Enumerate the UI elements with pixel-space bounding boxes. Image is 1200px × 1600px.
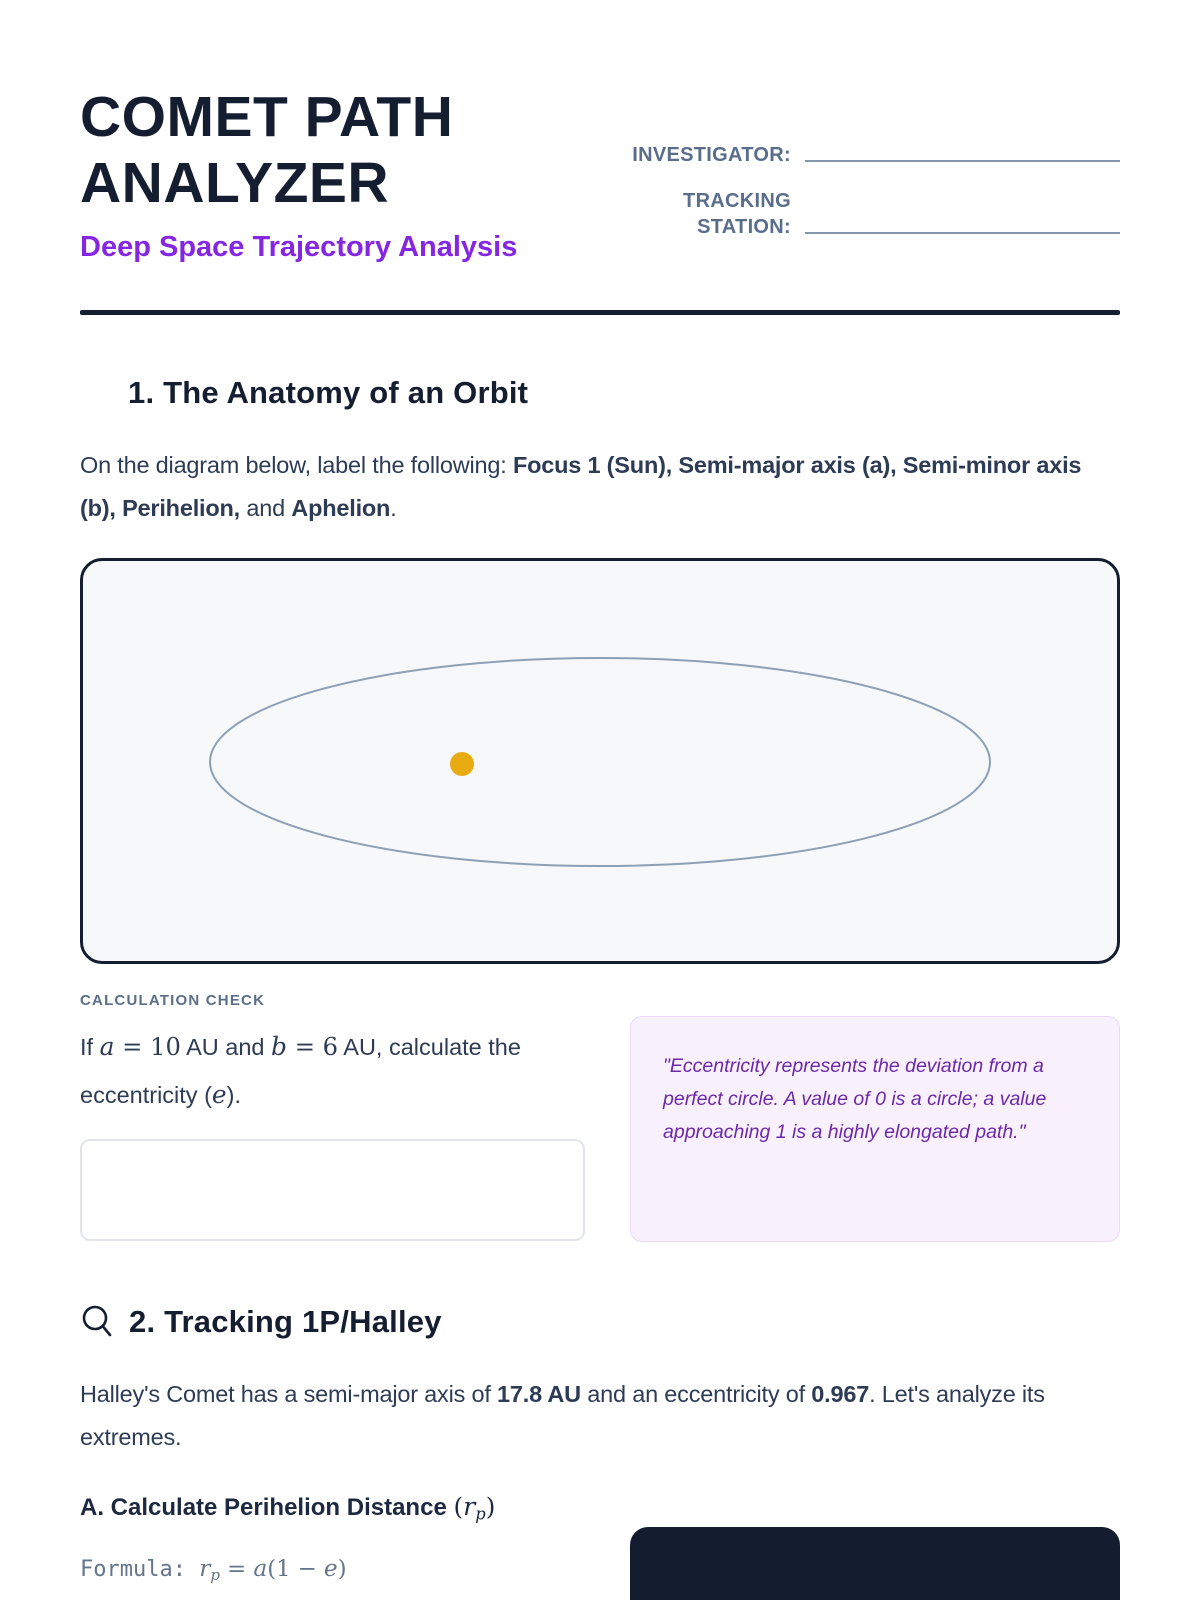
text-segment: e bbox=[211, 1080, 227, 1109]
text-segment: a bbox=[253, 1554, 268, 1582]
tracking-station-blank-line[interactable] bbox=[805, 232, 1120, 234]
eccentricity-note-text: "Eccentricity represents the deviation f… bbox=[663, 1055, 1047, 1143]
page-title: COMET PATH ANALYZER bbox=[80, 84, 605, 216]
text-segment: Aphelion bbox=[291, 495, 391, 521]
section1-intro: On the diagram below, label the followin… bbox=[80, 444, 1120, 530]
text-segment: ). bbox=[226, 1082, 241, 1108]
text-segment: r bbox=[199, 1554, 211, 1582]
text-segment: AU, calculate the eccentricity ( bbox=[80, 1034, 521, 1108]
part-a-row: A. Calculate Perihelion Distance (rp) Fo… bbox=[80, 1491, 1120, 1600]
text-segment: e bbox=[323, 1554, 338, 1582]
investigator-blank-line[interactable] bbox=[805, 160, 1120, 162]
investigator-label: INVESTIGATOR: bbox=[632, 144, 791, 166]
eccentricity-answer-box[interactable] bbox=[80, 1139, 585, 1241]
text-segment: = bbox=[114, 1033, 151, 1061]
text-segment: and bbox=[240, 495, 292, 521]
text-segment: Halley's Comet has a semi-major axis of bbox=[80, 1381, 498, 1407]
header-divider bbox=[80, 310, 1120, 315]
magnifier-icon bbox=[82, 1305, 112, 1337]
text-segment: = bbox=[287, 1033, 323, 1061]
section1-heading: 1. The Anatomy of an Orbit bbox=[128, 375, 529, 410]
text-segment: p bbox=[210, 1565, 220, 1584]
text-segment: a bbox=[99, 1032, 115, 1061]
text-segment: r bbox=[463, 1491, 476, 1521]
title-block: COMET PATH ANALYZER Deep Space Trajector… bbox=[80, 84, 605, 264]
text-segment: 6 bbox=[322, 1033, 339, 1061]
tracking-station-field-row: TRACKING STATION: bbox=[605, 188, 1120, 240]
text-segment: On the diagram below, label the followin… bbox=[80, 452, 513, 478]
sun-focus-dot bbox=[450, 752, 474, 776]
orbit-diagram-svg bbox=[209, 657, 991, 867]
text-segment: 0.967 bbox=[811, 1381, 870, 1407]
part-a-heading: A. Calculate Perihelion Distance (rp) bbox=[80, 1491, 585, 1530]
text-segment: Formula: bbox=[80, 1556, 200, 1582]
section2-heading: 2. Tracking 1P/Halley bbox=[129, 1304, 442, 1339]
eccentricity-note-callout: "Eccentricity represents the deviation f… bbox=[630, 1016, 1120, 1242]
text-segment: . Let's analyze its extremes. bbox=[80, 1381, 1045, 1450]
text-segment: ) bbox=[485, 1492, 496, 1521]
part-a-column: A. Calculate Perihelion Distance (rp) Fo… bbox=[80, 1491, 585, 1600]
part-a-formula: Formula: rp = a(1 − e) bbox=[80, 1555, 585, 1584]
page-title-line1: COMET PATH bbox=[80, 85, 454, 149]
page-title-line2: ANALYZER bbox=[80, 151, 390, 215]
section2-intro: Halley's Comet has a semi-major axis of … bbox=[80, 1373, 1120, 1459]
text-segment: . bbox=[390, 495, 397, 521]
text-segment: b bbox=[271, 1032, 287, 1061]
text-segment: and an eccentricity of bbox=[580, 1381, 812, 1407]
orbit-ellipse bbox=[209, 657, 991, 867]
tracking-station-label: TRACKING STATION: bbox=[683, 190, 791, 238]
part-a-answer-box[interactable] bbox=[630, 1527, 1120, 1600]
text-segment: AU and bbox=[180, 1034, 272, 1060]
calculation-check-label: CALCULATION CHECK bbox=[80, 992, 266, 1009]
text-segment: p bbox=[475, 1504, 486, 1524]
calculation-check-question: If a = 10 AU and b = 6 AU, calculate the… bbox=[80, 1023, 585, 1119]
header-fields: INVESTIGATOR: TRACKING STATION: bbox=[605, 142, 1120, 264]
text-segment: (1 − bbox=[267, 1555, 324, 1582]
text-segment: 10 bbox=[150, 1033, 181, 1061]
calculation-check-column: CALCULATION CHECK If a = 10 AU and b = 6… bbox=[80, 992, 585, 1242]
text-segment: If bbox=[80, 1034, 100, 1060]
calculation-check-row: CALCULATION CHECK If a = 10 AU and b = 6… bbox=[80, 992, 1120, 1242]
text-segment: 17.8 AU bbox=[497, 1381, 581, 1407]
section2-heading-row: 2. Tracking 1P/Halley bbox=[80, 1304, 1120, 1340]
text-segment: ( bbox=[453, 1492, 464, 1521]
text-segment: = bbox=[219, 1555, 254, 1582]
text-segment: Focus 1 (Sun), Semi-major axis (a), Semi… bbox=[80, 452, 1082, 521]
text-segment: ) bbox=[337, 1555, 347, 1582]
text-segment: A. Calculate Perihelion Distance bbox=[80, 1494, 454, 1521]
investigator-field-row: INVESTIGATOR: bbox=[605, 142, 1120, 168]
page-subtitle: Deep Space Trajectory Analysis bbox=[80, 231, 518, 263]
header: COMET PATH ANALYZER Deep Space Trajector… bbox=[80, 0, 1120, 264]
orbit-diagram bbox=[80, 558, 1120, 964]
